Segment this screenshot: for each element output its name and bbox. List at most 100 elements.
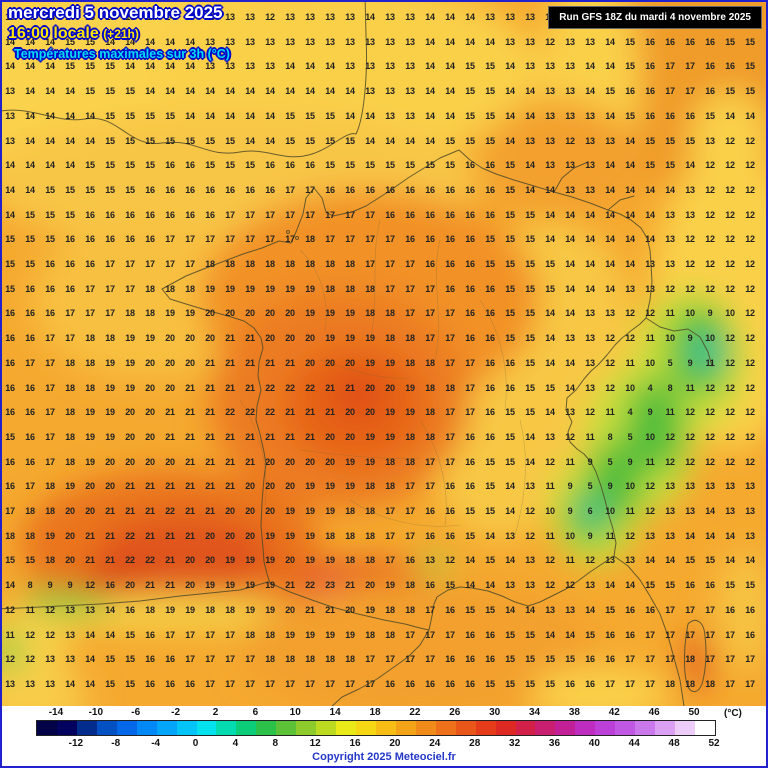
temp-value: 21 [325,407,335,418]
temp-value: 19 [325,333,335,344]
temp-value: 13 [705,135,715,146]
scale-segment [316,721,337,735]
temp-value: 19 [325,481,335,492]
temp-value: 16 [425,184,435,195]
temp-value: 11 [705,357,715,368]
temp-value: 13 [385,36,395,47]
temp-value: 5 [667,357,673,368]
temp-value: 15 [545,654,555,665]
temp-value: 10 [645,431,655,442]
temp-value: 21 [165,580,175,591]
temp-value: 21 [165,530,175,541]
temp-value: 20 [265,308,275,319]
temp-value: 19 [305,283,315,294]
temp-value: 17 [385,530,395,541]
temp-value: 10 [605,506,615,516]
temp-value: 18 [405,456,415,467]
temp-value: 12 [645,481,655,492]
temp-value: 17 [685,86,695,97]
temp-value: 14 [465,12,475,22]
temp-value: 13 [525,36,535,47]
temp-value: 19 [105,357,115,368]
temp-value: 21 [285,357,295,368]
temp-value: 21 [225,333,235,344]
scale-segment [296,721,317,735]
temp-value: 13 [425,555,435,566]
temp-value: 14 [105,604,115,615]
france-temperature-map[interactable] [0,0,768,710]
scale-label: 12 [309,738,321,749]
temp-value: 15 [245,160,255,171]
temp-value: 20 [345,357,355,368]
temp-value: 15 [505,259,515,269]
temp-value: 13 [305,12,315,22]
temp-value: 9 [47,580,53,591]
temp-value: 14 [525,110,535,121]
temp-value: 13 [565,86,575,97]
temp-value: 14 [605,209,615,220]
temp-value: 13 [585,135,595,146]
temp-value: 17 [325,234,335,245]
temp-value: 17 [365,654,375,665]
temp-value: 15 [285,135,295,146]
temp-value: 18 [245,629,255,640]
temp-value: 17 [685,604,695,615]
temp-value: 16 [325,184,335,195]
temp-value: 17 [225,678,235,689]
temp-value: 15 [85,86,95,97]
temp-value: 17 [405,530,415,541]
temp-value: 21 [245,357,255,368]
temp-value: 16 [365,184,375,195]
temp-value: 18 [365,530,375,541]
temp-value: 13 [85,604,95,615]
temp-value: 13 [525,580,535,591]
scale-labels-top: -14 -10 -6 -2 2 6 10 14 18 22 26 30 34 38 42 46 50 [36,707,726,718]
temp-value: 16 [465,654,475,665]
temp-value: 14 [105,629,115,640]
temp-value: 13 [205,61,215,72]
scale-segment [375,721,396,735]
temp-value: 16 [85,234,95,245]
temp-value: 18 [365,481,375,492]
temp-value: 14 [445,36,455,47]
temp-value: 14 [585,209,595,220]
temp-value: 16 [445,234,455,245]
temp-value: 17 [225,234,235,245]
temp-value: 5 [587,481,593,492]
temp-value: 17 [345,209,355,220]
temp-value: 13 [585,308,595,319]
temp-value: 15 [465,86,475,97]
temp-value: 16 [645,36,655,47]
scale-label: 34 [528,707,541,718]
temp-value: 13 [565,184,575,195]
temp-value: 16 [445,283,455,294]
temp-value: 20 [225,530,235,541]
temp-value: 22 [265,407,275,418]
scale-label: -4 [151,738,161,749]
temp-value: 13 [505,36,515,47]
temp-value: 16 [445,604,455,615]
temp-value: 19 [365,456,375,467]
temp-value: 13 [525,61,535,72]
temp-value: 19 [365,604,375,615]
temp-value: 14 [505,135,515,146]
temp-value: 17 [45,333,55,344]
temp-value: 13 [685,481,695,492]
temp-value: 14 [445,86,455,97]
temp-value: 19 [65,481,75,492]
temp-value: 18 [425,382,435,393]
temp-value: 21 [185,456,195,467]
temp-value: 17 [405,259,415,269]
temp-value: 15 [625,36,635,47]
temp-value: 19 [185,308,195,319]
temp-value: 16 [425,234,435,245]
temp-value: 19 [125,382,135,393]
temp-value: 19 [245,604,255,615]
copyright-label: Copyright 2025 Meteociel.fr [312,751,456,763]
temp-value: 21 [145,530,155,541]
temp-value: 13 [585,160,595,171]
temp-value: 13 [5,110,15,121]
temp-value: 19 [385,580,395,591]
model-run-info-label: Run GFS 18Z du mardi 4 novembre 2025 [559,12,751,23]
temp-value: 14 [585,86,595,97]
